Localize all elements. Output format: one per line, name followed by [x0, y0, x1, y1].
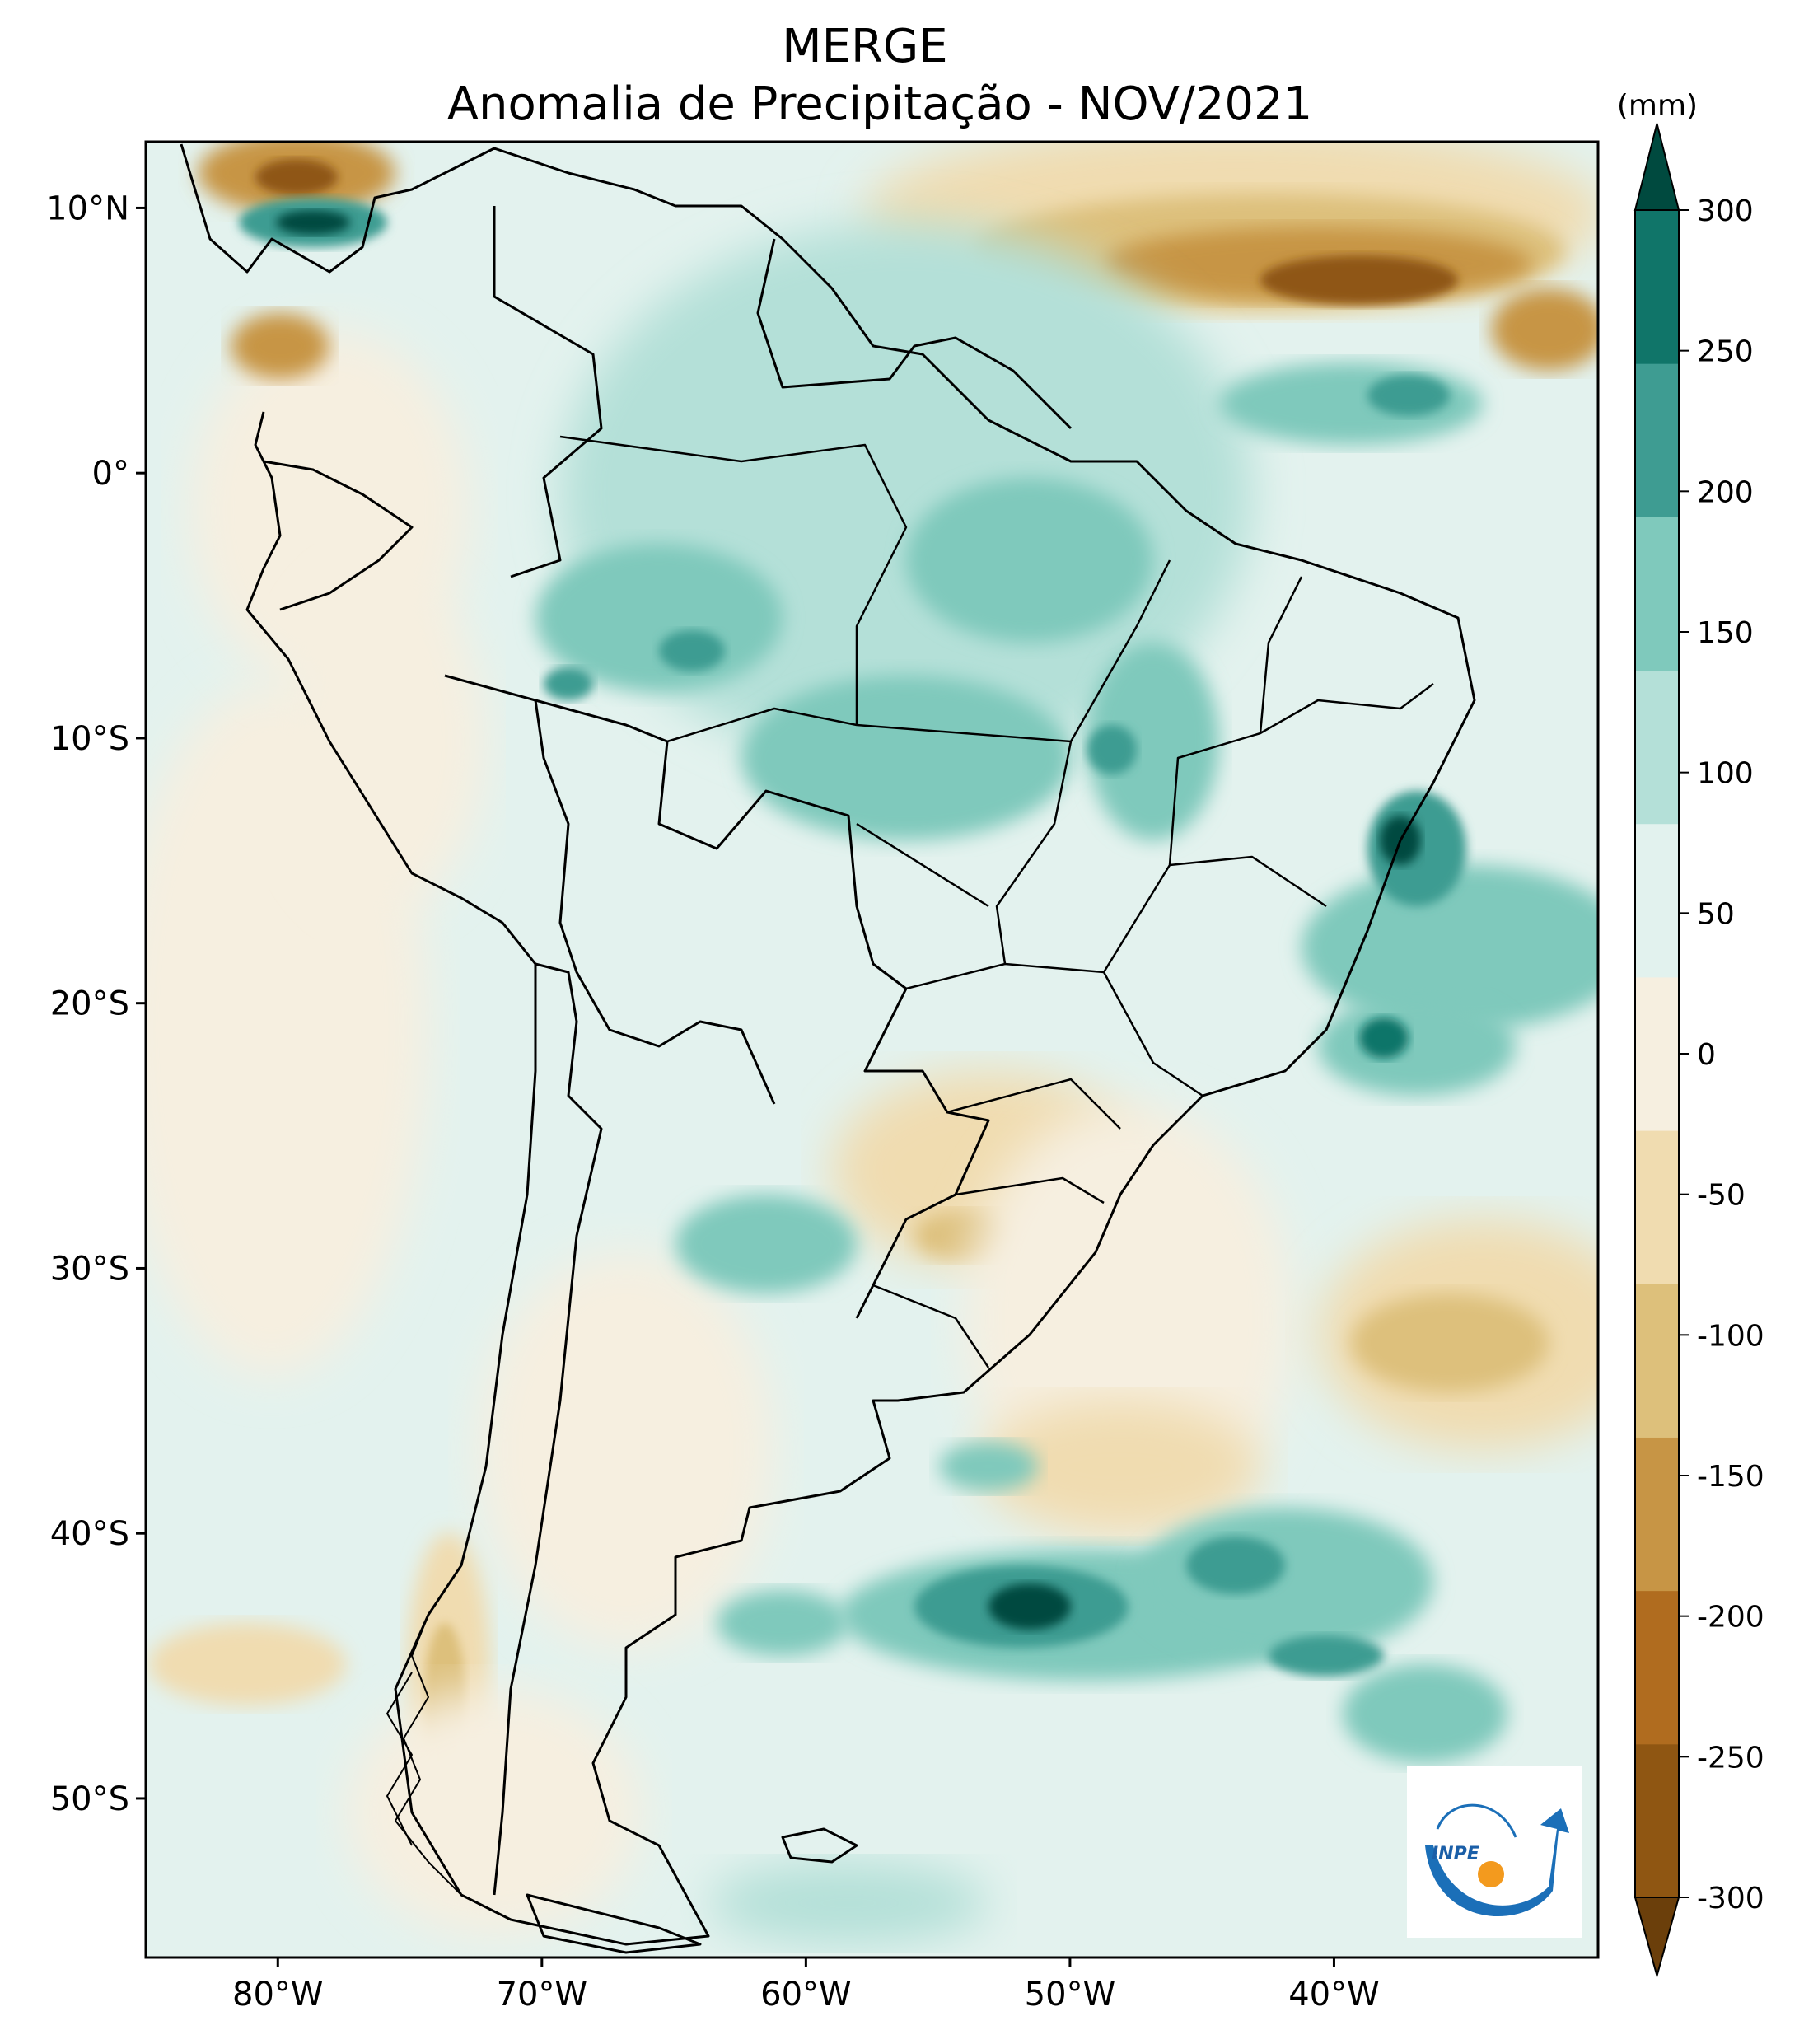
peru-bolivia-border: [534, 699, 776, 1105]
colorbar-swatch: [1635, 1590, 1679, 1745]
colorbar-swatch: [1635, 517, 1679, 671]
colorbar-swatch: [1635, 363, 1679, 517]
lon-tick-label: 80°W: [232, 1976, 323, 2014]
lat-tick-label: 50°S: [50, 1780, 129, 1818]
chile-archipelago: [386, 1614, 462, 1896]
lat-tick-label: 0°: [92, 455, 129, 493]
lat-tick-label: 10°N: [46, 189, 129, 227]
lon-tick-label: 70°W: [497, 1976, 587, 2014]
colorbar-tick-label: 200: [1697, 475, 1754, 509]
guianas-border: [756, 238, 1073, 430]
colorbar-tick-label: 300: [1697, 194, 1754, 228]
colorbar-swatch: [1635, 210, 1679, 364]
longitude-axis: 80°W 70°W 60°W 50°W 40°W: [232, 1957, 1380, 2014]
lon-tick-label: 60°W: [760, 1976, 851, 2014]
colorbar-tick-label: -250: [1697, 1741, 1764, 1775]
anomaly-field: [146, 142, 1598, 1944]
lon-tick-label: 40°W: [1288, 1976, 1379, 2014]
tierra-del-fuego: [526, 1893, 702, 1954]
colorbar-tick-label: -200: [1697, 1601, 1764, 1635]
colorbar: (mm) 300 250 200 150 100 50 0 -50 -100 -150 -200 -2…: [1617, 89, 1764, 1979]
lat-tick-label: 10°S: [50, 720, 129, 758]
ecuador-border: [263, 460, 414, 611]
venezuela-colombia-border: [493, 206, 603, 578]
colorbar-swatch: [1635, 1743, 1679, 1898]
lat-tick-label: 40°S: [50, 1515, 129, 1553]
colorbar-swatch: [1635, 670, 1679, 825]
colorbar-tick-label: 50: [1697, 897, 1735, 931]
falkland-islands: [781, 1827, 858, 1864]
borders: [180, 143, 1476, 1954]
colorbar-swatch: [1635, 823, 1679, 978]
colorbar-upper-extend-arrow: [1633, 123, 1680, 211]
logo-swoosh-icon: [1425, 1808, 1569, 1917]
colorbar-swatch: [1635, 1284, 1679, 1438]
figure-title-line2: Anomalia de Precipitação - NOV/2021: [447, 77, 1313, 131]
andes-border: [493, 962, 603, 1896]
logo-orbit-icon: [1436, 1803, 1517, 1838]
latitude-axis: 10°N 0° 10°S 20°S 30°S 40°S 50°S: [46, 189, 146, 1818]
colorbar-tick-label: -300: [1697, 1882, 1764, 1915]
colorbar-lower-extend-arrow: [1633, 1897, 1680, 1979]
logo-text: INPE: [1432, 1844, 1479, 1864]
logo-sun-icon: [1478, 1861, 1504, 1887]
colorbar-unit: (mm): [1617, 89, 1698, 123]
colorbar-swatch: [1635, 1130, 1679, 1284]
colorbar-tick-label: 150: [1697, 616, 1754, 650]
inpe-logo: INPE: [1407, 1766, 1582, 1938]
brazil-states: [559, 435, 1434, 1368]
colorbar-tick-label: -100: [1697, 1319, 1764, 1353]
map-frame: [144, 140, 1600, 1959]
colorbar-tick-label: 250: [1697, 335, 1754, 369]
map-panel: [146, 142, 1598, 1957]
colorbar-tick-label: -50: [1697, 1179, 1746, 1213]
colorbar-tick-label: 100: [1697, 757, 1754, 791]
lon-tick-label: 50°W: [1025, 1976, 1115, 2014]
colorbar-tick-label: 0: [1697, 1038, 1716, 1072]
colorbar-tick-label: -150: [1697, 1460, 1764, 1494]
figure-title-line1: MERGE: [782, 20, 947, 73]
colorbar-swatch: [1635, 976, 1679, 1131]
lat-tick-label: 20°S: [50, 985, 129, 1023]
lat-tick-label: 30°S: [50, 1250, 129, 1288]
colorbar-swatch: [1635, 1437, 1679, 1592]
south-america-coastline: [180, 143, 1476, 1946]
